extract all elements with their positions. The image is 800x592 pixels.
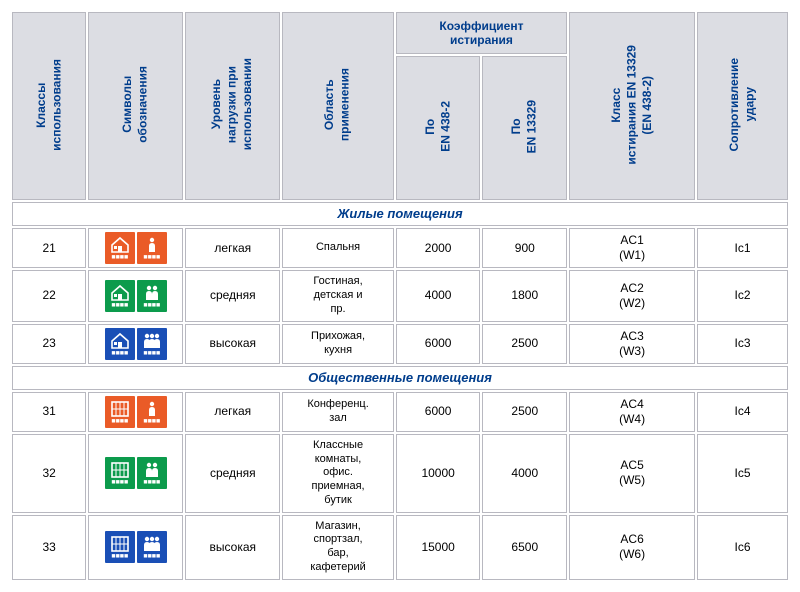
cell-application: Гостиная,детская ипр. bbox=[282, 270, 394, 321]
cell-abrasion: AC4(W4) bbox=[569, 392, 695, 432]
cell-class: 32 bbox=[12, 434, 86, 513]
cell-symbol: ■■■■■■■■ bbox=[88, 228, 183, 268]
people-icon: ■■■■ bbox=[137, 232, 167, 264]
cell-abrasion: AC6(W6) bbox=[569, 515, 695, 580]
cell-symbol: ■■■■■■■■ bbox=[88, 270, 183, 321]
header-application: Областьприменения bbox=[282, 12, 394, 200]
cell-application: Конференц.зал bbox=[282, 392, 394, 432]
table-row: 22■■■■■■■■средняяГостиная,детская ипр.40… bbox=[12, 270, 788, 321]
cell-coef2: 1800 bbox=[482, 270, 567, 321]
table-row: 21■■■■■■■■легкаяСпальня2000900AC1(W1)Ic1 bbox=[12, 228, 788, 268]
people-icon: ■■■■ bbox=[137, 396, 167, 428]
header-abrasion: Классистирания EN 13329(EN 438-2) bbox=[569, 12, 695, 200]
header-class: Классыиспользования bbox=[12, 12, 86, 200]
cell-impact: Ic4 bbox=[697, 392, 788, 432]
section-title: Жилые помещения bbox=[12, 202, 788, 226]
people-icon: ■■■■ bbox=[137, 531, 167, 563]
header-impact: Сопротивлениеудару bbox=[697, 12, 788, 200]
table-row: 23■■■■■■■■высокаяПрихожая,кухня60002500A… bbox=[12, 324, 788, 364]
header-level: Уровеньнагрузки прииспользовании bbox=[185, 12, 280, 200]
header-coef2-text: ПоEN 13329 bbox=[509, 100, 540, 153]
cell-impact: Ic2 bbox=[697, 270, 788, 321]
header-coef-group-text: Коэффициентистирания bbox=[439, 19, 523, 47]
cell-impact: Ic6 bbox=[697, 515, 788, 580]
building-icon: ■■■■ bbox=[105, 457, 135, 489]
building-icon: ■■■■ bbox=[105, 396, 135, 428]
cell-symbol: ■■■■■■■■ bbox=[88, 515, 183, 580]
header-symbol-text: Символыобозначения bbox=[120, 66, 151, 143]
cell-level: средняя bbox=[185, 434, 280, 513]
table-body: Жилые помещения21■■■■■■■■легкаяСпальня20… bbox=[12, 202, 788, 580]
building-icon: ■■■■ bbox=[105, 531, 135, 563]
cell-level: высокая bbox=[185, 324, 280, 364]
cell-coef1: 6000 bbox=[396, 392, 481, 432]
cell-coef1: 4000 bbox=[396, 270, 481, 321]
building-icon: ■■■■ bbox=[105, 280, 135, 312]
cell-level: высокая bbox=[185, 515, 280, 580]
building-icon: ■■■■ bbox=[105, 232, 135, 264]
laminate-class-table: Классыиспользования Символыобозначения У… bbox=[10, 10, 790, 582]
header-class-text: Классыиспользования bbox=[34, 59, 65, 151]
cell-coef1: 10000 bbox=[396, 434, 481, 513]
cell-coef2: 2500 bbox=[482, 392, 567, 432]
header-coef1-text: ПоEN 438-2 bbox=[423, 101, 454, 152]
table-row: 31■■■■■■■■легкаяКонференц.зал60002500AC4… bbox=[12, 392, 788, 432]
table-row: 33■■■■■■■■высокаяМагазин,спортзал,бар,ка… bbox=[12, 515, 788, 580]
cell-symbol: ■■■■■■■■ bbox=[88, 434, 183, 513]
cell-coef2: 6500 bbox=[482, 515, 567, 580]
header-impact-text: Сопротивлениеудару bbox=[727, 58, 758, 152]
cell-abrasion: AC5(W5) bbox=[569, 434, 695, 513]
cell-symbol: ■■■■■■■■ bbox=[88, 324, 183, 364]
cell-coef1: 2000 bbox=[396, 228, 481, 268]
cell-coef1: 6000 bbox=[396, 324, 481, 364]
cell-class: 33 bbox=[12, 515, 86, 580]
table-row: 32■■■■■■■■средняяКлассныекомнаты,офис.пр… bbox=[12, 434, 788, 513]
cell-level: средняя bbox=[185, 270, 280, 321]
cell-class: 22 bbox=[12, 270, 86, 321]
header-coef2: ПоEN 13329 bbox=[482, 56, 567, 200]
header-coef1: ПоEN 438-2 bbox=[396, 56, 481, 200]
cell-abrasion: AC3(W3) bbox=[569, 324, 695, 364]
table-header: Классыиспользования Символыобозначения У… bbox=[12, 12, 788, 200]
building-icon: ■■■■ bbox=[105, 328, 135, 360]
header-abrasion-text: Классистирания EN 13329(EN 438-2) bbox=[609, 45, 656, 165]
cell-level: легкая bbox=[185, 228, 280, 268]
header-level-text: Уровеньнагрузки прииспользовании bbox=[209, 58, 256, 150]
section-title: Общественные помещения bbox=[12, 366, 788, 390]
cell-coef2: 4000 bbox=[482, 434, 567, 513]
cell-level: легкая bbox=[185, 392, 280, 432]
cell-impact: Ic1 bbox=[697, 228, 788, 268]
cell-impact: Ic5 bbox=[697, 434, 788, 513]
cell-class: 31 bbox=[12, 392, 86, 432]
cell-coef1: 15000 bbox=[396, 515, 481, 580]
cell-application: Прихожая,кухня bbox=[282, 324, 394, 364]
people-icon: ■■■■ bbox=[137, 457, 167, 489]
cell-impact: Ic3 bbox=[697, 324, 788, 364]
cell-symbol: ■■■■■■■■ bbox=[88, 392, 183, 432]
cell-class: 23 bbox=[12, 324, 86, 364]
cell-application: Спальня bbox=[282, 228, 394, 268]
people-icon: ■■■■ bbox=[137, 328, 167, 360]
header-symbol: Символыобозначения bbox=[88, 12, 183, 200]
cell-application: Магазин,спортзал,бар,кафетерий bbox=[282, 515, 394, 580]
cell-application: Классныекомнаты,офис.приемная,бутик bbox=[282, 434, 394, 513]
header-application-text: Областьприменения bbox=[322, 68, 353, 141]
header-coef-group: Коэффициентистирания bbox=[396, 12, 567, 54]
cell-abrasion: AC1(W1) bbox=[569, 228, 695, 268]
cell-coef2: 2500 bbox=[482, 324, 567, 364]
people-icon: ■■■■ bbox=[137, 280, 167, 312]
cell-abrasion: AC2(W2) bbox=[569, 270, 695, 321]
cell-class: 21 bbox=[12, 228, 86, 268]
cell-coef2: 900 bbox=[482, 228, 567, 268]
